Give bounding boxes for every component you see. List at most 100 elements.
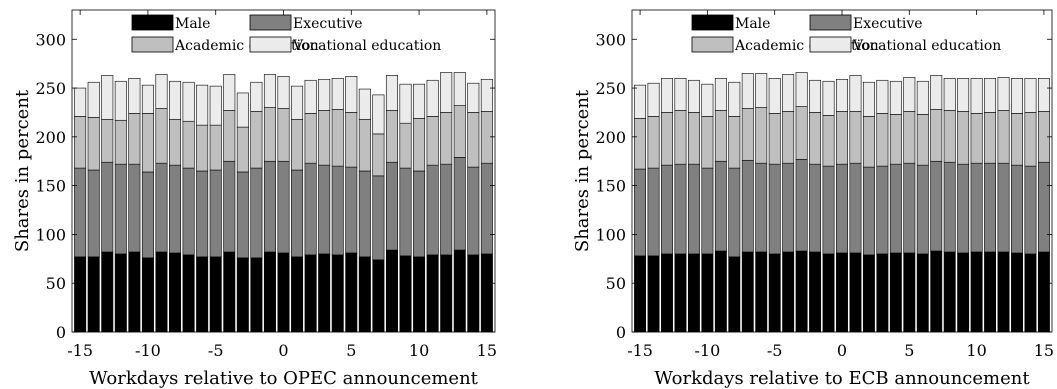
bar-segment-executive-x-4 [782,162,795,253]
bar-segment-academic-education-x-6 [196,124,209,172]
bar-segment-executive-x1 [291,169,304,258]
bar-segment-male-x-6 [196,256,209,333]
bar-segment-vocational-education-x1 [849,75,862,112]
bar-segment-academic-education-x-1 [822,115,835,167]
bar-segment-male-x1 [849,252,862,333]
bar-segment-executive-x-13 [661,164,673,255]
bar-segment-vocational-education-x0 [277,76,290,109]
bar-segment-male-x2 [862,254,875,333]
bar-segment-male-x11 [984,251,997,333]
bar-segment-academic-education-x-12 [114,119,127,165]
bar-segment-vocational-education-x15 [480,78,493,112]
bar-segment-executive-x5 [903,162,916,254]
bar-segment-academic-education-x0 [277,108,290,162]
bar-segment-male-x-12 [114,253,127,333]
bar-segment-executive-x1 [849,162,862,254]
bar-segment-male-x-7 [741,251,754,333]
bar-segment-executive-x4 [889,163,902,254]
bar-segment-executive-x-10 [141,171,154,259]
x-tick-label: 5 [346,341,356,360]
bar-segment-executive-x6 [358,170,371,258]
bar-segment-male-x7 [930,250,943,333]
bar-segment-male-x-10 [701,253,714,333]
bar-segment-executive-x12 [440,163,453,256]
bar-segment-male-x1 [291,256,304,333]
bar-segment-academic-education-x-4 [223,110,236,162]
legend-label-vocational-education: Vocational education [852,38,1001,54]
bar-segment-male-x14 [467,254,480,333]
bar-segment-academic-education-x-14 [87,117,100,171]
bar-segment-executive-x8 [943,161,956,253]
bar-segment-academic-education-x7 [930,109,943,162]
bar-segment-male-x-14 [87,256,100,333]
bar-segment-vocational-education-x4 [889,80,902,115]
bar-segment-male-x0 [836,252,848,333]
legend-label-vocational-education: Vocational education [292,38,441,54]
bar-segment-vocational-education-x11 [426,79,439,117]
x-tick-label: -15 [627,341,653,360]
y-tick-label: 250 [595,79,626,98]
bar-segment-vocational-education-x-1 [822,80,835,116]
bar-segment-executive-x0 [277,160,290,254]
bar-segment-academic-education-x-7 [741,108,754,161]
bar-segment-academic-education-x13 [1011,113,1023,166]
bar-segment-vocational-education-x0 [836,78,848,112]
legend-swatch-executive [809,14,852,31]
bar-segment-male-x4 [889,252,902,333]
bar-segment-vocational-education-x3 [876,79,889,114]
x-tick-label: 15 [477,341,497,360]
bar-segment-vocational-education-x-12 [674,78,687,111]
bar-segment-academic-education-x-2 [250,111,263,169]
x-tick-label: 0 [278,341,288,360]
y-tick-label: 100 [35,225,66,244]
bar-segment-academic-education-x-15 [634,118,647,170]
bar-segment-male-x-11 [128,251,141,333]
bar-segment-executive-x14 [1024,165,1037,255]
y-tick-label: 300 [595,30,626,49]
bar-segment-academic-education-x7 [372,133,385,177]
bar-segment-executive-x2 [862,166,875,256]
legend-swatch-academic-education [691,36,734,53]
bar-segment-vocational-education-x8 [943,78,956,111]
bar-segment-vocational-education-x-10 [701,83,714,117]
bar-segment-academic-education-x-1 [263,107,276,162]
bar-segment-academic-education-x4 [889,114,902,165]
bar-segment-vocational-education-x-5 [768,78,781,114]
bar-segment-male-x-13 [101,251,114,333]
bar-segment-male-x3 [318,253,331,333]
bar-segment-male-x13 [1011,252,1023,333]
bar-segment-vocational-education-x12 [997,77,1010,111]
bar-segment-male-x12 [440,254,453,333]
chart-panel-ecb: 0 50 100 150 200 250 300 -15 -10 -5 0 5 10 15Workdays… [572,9,1054,389]
bar-segment-male-x11 [426,254,439,333]
bar-segment-academic-education-x-2 [809,112,822,165]
bar-segment-male-x-10 [141,257,154,333]
bar-segment-academic-education-x-4 [782,111,795,164]
bar-segment-male-x-3 [236,257,249,333]
bar-segment-vocational-education-x-12 [114,80,127,121]
y-tick-label: 250 [35,79,66,98]
bar-segment-academic-education-x-6 [755,107,768,164]
bar-segment-vocational-education-x-5 [209,85,222,126]
bar-segment-vocational-education-x7 [930,75,943,110]
bar-segment-male-x12 [997,251,1010,333]
legend-swatch-vocational-education [809,36,852,53]
bar-segment-male-x13 [453,249,466,333]
bar-segment-academic-education-x-11 [687,112,700,165]
bar-segment-executive-x-5 [209,169,222,258]
bar-segment-male-x-12 [674,253,687,333]
bar-segment-executive-x-8 [169,164,182,254]
bar-segment-male-x8 [943,251,956,333]
bar-segment-executive-x-1 [263,160,276,253]
bar-segment-vocational-education-x12 [440,72,453,113]
bar-segment-vocational-education-x9 [399,83,412,124]
bar-segment-executive-x3 [318,164,331,255]
bar-segment-male-x14 [1024,253,1037,333]
legend-swatch-male [691,14,734,31]
bar-segment-executive-x-14 [647,167,660,257]
bar-segment-vocational-education-x-2 [250,81,263,112]
bar-segment-male-x-8 [728,256,741,333]
bar-segment-academic-education-x-13 [661,112,673,166]
bar-segment-vocational-education-x6 [916,80,929,115]
